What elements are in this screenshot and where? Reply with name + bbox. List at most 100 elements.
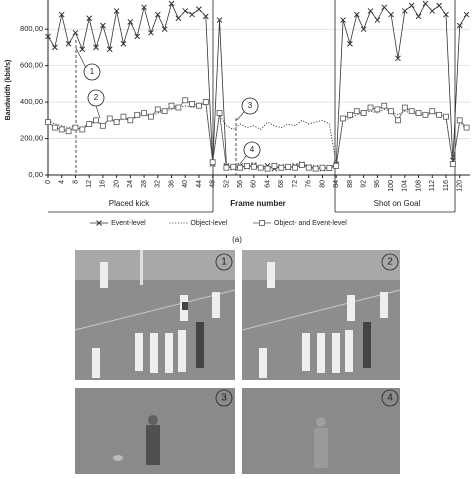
point-marker bbox=[168, 0, 175, 7]
x-tick-label: 28 bbox=[141, 180, 148, 188]
x-tick-label: 68 bbox=[278, 180, 285, 188]
point-marker bbox=[202, 99, 209, 105]
point-marker bbox=[463, 11, 470, 18]
point-marker bbox=[113, 8, 120, 14]
series-line bbox=[47, 2, 467, 170]
point-marker bbox=[79, 46, 86, 53]
callout-label: 1 bbox=[90, 67, 95, 76]
point-marker bbox=[230, 163, 237, 170]
point-marker bbox=[45, 33, 51, 40]
x-tick-label: 108 bbox=[415, 180, 422, 192]
point-marker bbox=[113, 119, 120, 126]
point-marker bbox=[134, 33, 141, 40]
span-label: Shot on Goal bbox=[374, 199, 421, 208]
x-tick-label: 112 bbox=[429, 180, 436, 191]
point-marker bbox=[106, 115, 113, 122]
x-tick-label: 104 bbox=[402, 180, 409, 192]
x-tick-label: 116 bbox=[443, 180, 450, 191]
point-marker bbox=[340, 17, 346, 23]
x-tick-label: 64 bbox=[264, 180, 271, 188]
x-tick-label: 16 bbox=[100, 180, 107, 188]
point-marker bbox=[422, 111, 429, 118]
point-marker bbox=[148, 113, 154, 120]
y-tick-label: 200,00 bbox=[20, 134, 43, 143]
caption: (a) bbox=[232, 235, 242, 244]
point-marker bbox=[52, 44, 58, 51]
point-marker bbox=[154, 106, 161, 113]
x-tick-label: 8 bbox=[72, 180, 79, 184]
point-marker bbox=[189, 11, 195, 18]
callout: 1 bbox=[75, 47, 101, 81]
point-marker bbox=[271, 162, 278, 169]
photo-panel: 3 bbox=[75, 388, 235, 474]
x-tick-label: 40 bbox=[182, 180, 189, 188]
legend-label: Object- and Event-level bbox=[274, 220, 347, 227]
x-tick-label: 100 bbox=[388, 180, 395, 192]
point-marker bbox=[422, 0, 429, 7]
y-tick-label: 800,00 bbox=[20, 24, 43, 33]
callout-label: 3 bbox=[248, 101, 253, 110]
point-marker bbox=[456, 22, 463, 29]
point-marker bbox=[100, 22, 106, 29]
point-marker bbox=[93, 117, 99, 124]
x-tick-label: 20 bbox=[113, 180, 120, 188]
point-marker bbox=[353, 108, 360, 115]
x-tick-label: 56 bbox=[237, 180, 244, 188]
point-marker bbox=[456, 117, 463, 124]
point-marker bbox=[202, 13, 209, 20]
point-marker bbox=[86, 15, 93, 22]
y-tick-label: 0,00 bbox=[28, 170, 43, 179]
x-tick-label: 32 bbox=[155, 180, 162, 188]
x-tick-label: 60 bbox=[251, 180, 258, 188]
point-marker bbox=[367, 104, 374, 111]
x-tick-label: 36 bbox=[168, 180, 175, 188]
point-marker bbox=[443, 113, 449, 120]
panel-label: 4 bbox=[387, 393, 393, 404]
point-marker bbox=[86, 121, 93, 127]
point-marker bbox=[429, 108, 436, 115]
point-marker bbox=[436, 111, 443, 118]
point-marker bbox=[120, 113, 127, 120]
x-tick-label: 12 bbox=[86, 180, 93, 188]
point-marker bbox=[45, 119, 51, 126]
point-marker bbox=[216, 110, 223, 116]
point-marker bbox=[175, 15, 182, 22]
point-marker bbox=[429, 8, 436, 14]
point-marker bbox=[216, 17, 223, 23]
point-marker bbox=[401, 104, 408, 111]
point-marker bbox=[134, 111, 141, 118]
point-marker bbox=[141, 4, 147, 11]
point-marker bbox=[360, 26, 367, 33]
photo-panel: 4 bbox=[242, 388, 400, 474]
point-marker bbox=[106, 46, 113, 53]
x-tick-label: 88 bbox=[347, 180, 354, 188]
point-marker bbox=[127, 19, 134, 25]
point-marker bbox=[175, 104, 182, 111]
point-marker bbox=[449, 161, 456, 167]
point-marker bbox=[305, 164, 312, 171]
point-marker bbox=[58, 126, 65, 133]
x-tick-label: 0 bbox=[45, 180, 52, 184]
x-tick-label: 76 bbox=[306, 180, 313, 188]
point-marker bbox=[154, 11, 161, 18]
callout: 2 bbox=[87, 89, 105, 119]
point-marker bbox=[285, 163, 292, 170]
point-marker bbox=[374, 106, 381, 113]
point-marker bbox=[381, 102, 388, 109]
point-marker bbox=[161, 108, 168, 115]
point-marker bbox=[189, 101, 195, 107]
point-marker bbox=[292, 164, 298, 171]
point-marker bbox=[298, 162, 305, 168]
point-marker bbox=[353, 11, 360, 18]
point-marker bbox=[436, 2, 442, 9]
point-marker bbox=[264, 165, 271, 172]
point-marker bbox=[340, 115, 346, 122]
callout: 4 bbox=[239, 141, 261, 165]
x-tick-label: 52 bbox=[223, 180, 230, 188]
x-tick-label: 44 bbox=[196, 180, 203, 188]
point-marker bbox=[161, 26, 168, 33]
point-marker bbox=[319, 164, 326, 171]
x-tick-label: 80 bbox=[319, 180, 326, 188]
point-marker bbox=[381, 4, 388, 11]
point-marker bbox=[401, 8, 408, 14]
